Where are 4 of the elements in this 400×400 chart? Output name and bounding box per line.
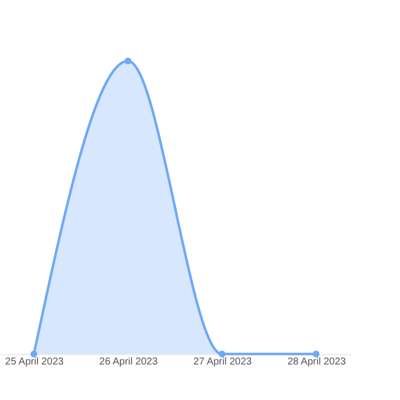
x-tick-label: 28 April 2023 [287,356,346,368]
x-tick-label: 26 April 2023 [99,356,158,368]
x-tick-label: 25 April 2023 [5,356,64,368]
x-tick-label: 27 April 2023 [193,356,252,368]
